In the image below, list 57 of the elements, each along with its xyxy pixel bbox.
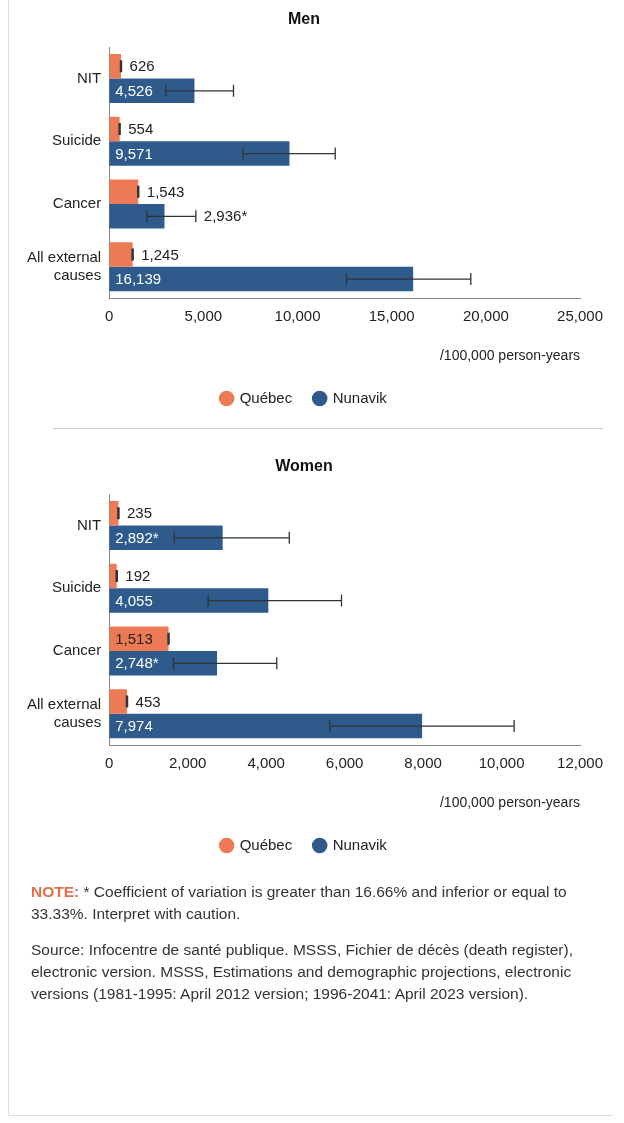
y-tick-label: NIT [77, 515, 102, 533]
data-label: 2,936* [203, 207, 248, 225]
x-tick-label: 10,000 [274, 307, 321, 325]
x-tick-label: 25,000 [557, 307, 604, 325]
bar [109, 242, 133, 267]
y-tick-label: Suicide [52, 131, 102, 149]
x-tick-label: 2,000 [168, 754, 207, 772]
bar [109, 266, 414, 292]
x-tick-label: 0 [105, 754, 114, 772]
data-label: 1,245 [141, 245, 179, 263]
data-label: 626 [129, 57, 155, 75]
data-label: 1,543 [146, 182, 185, 200]
bar [109, 713, 423, 739]
legend-label: Québec [239, 835, 293, 853]
chart-title: Men [288, 10, 320, 28]
bar [109, 651, 218, 676]
bar [109, 179, 139, 205]
y-tick-label: Cancer [52, 641, 102, 659]
y-tick-label: Suicide [52, 578, 102, 596]
x-tick-label: 8,000 [404, 754, 442, 772]
x-axis-title: /100,000 person-years [439, 794, 581, 811]
y-tick-label: NIT [77, 68, 102, 86]
x-tick-label: 12,000 [557, 754, 604, 772]
x-tick-label: 6,000 [325, 754, 364, 772]
chart-title: Women [275, 457, 333, 475]
data-label: 2,748* [115, 654, 159, 672]
x-tick-label: 15,000 [368, 307, 415, 325]
y-tick-label: All external causes [27, 694, 102, 730]
data-label: 7,974 [115, 717, 153, 735]
data-label: 4,055 [115, 591, 153, 609]
x-axis-title: /100,000 person-years [439, 347, 581, 364]
source-note: Source: Infocentre de santé publique. MSSS, Fichier de décès (death register), electronic version. MSSS, Estimations and demographic projections, electronic versions (1981-1995: April 2012 version; 1996-2041: April 2023 version). [31, 940, 574, 1004]
x-tick-label: 5,000 [184, 307, 223, 325]
legend-label: Nunavik [332, 835, 388, 853]
data-label: 2,892* [115, 528, 159, 546]
x-tick-label: 20,000 [462, 307, 509, 325]
y-tick-label: All external causes [27, 247, 102, 283]
data-label: 235 [127, 504, 153, 522]
data-label: 16,139 [115, 270, 162, 288]
y-tick-label: Cancer [52, 194, 102, 212]
x-tick-label: 4,000 [247, 754, 285, 772]
bar [109, 141, 290, 166]
text: NOTE: * Coefficient of variation is greater than 16.66% and inferior or equal to 33.33%. Interpret with caution. [31, 882, 568, 924]
data-label: 1,513 [115, 629, 153, 647]
data-label: 4,526 [115, 81, 153, 99]
legend-label: Québec [239, 388, 293, 406]
x-tick-label: 0 [105, 307, 114, 325]
data-label: 192 [125, 567, 151, 585]
legend-label: Nunavik [332, 388, 388, 406]
x-tick-label: 10,000 [478, 754, 525, 772]
bar [109, 689, 127, 714]
bar [109, 54, 121, 79]
data-label: 554 [128, 120, 154, 138]
data-label: 9,571 [115, 144, 153, 162]
bar [109, 588, 269, 613]
data-label: 453 [135, 692, 161, 710]
bar [109, 204, 165, 229]
